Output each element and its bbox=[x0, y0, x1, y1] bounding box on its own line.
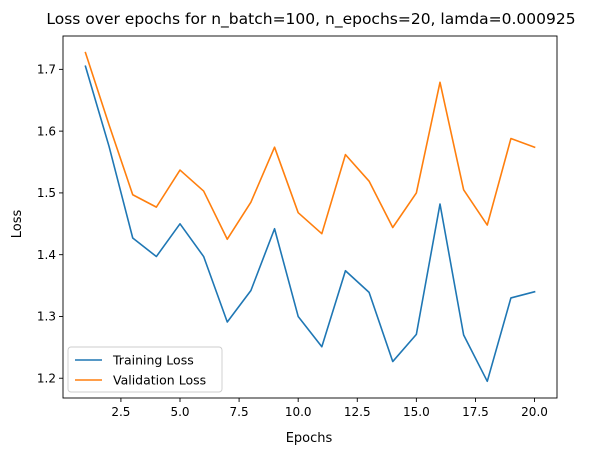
y-tick-label: 1.2 bbox=[37, 371, 56, 385]
x-tick-label: 12.5 bbox=[344, 405, 371, 419]
series-line-training-loss bbox=[84, 65, 536, 383]
x-tick-label: 10.0 bbox=[285, 405, 312, 419]
legend-entry: Validation Loss bbox=[113, 373, 206, 388]
y-tick-label: 1.4 bbox=[37, 248, 56, 262]
x-axis-label: Epochs bbox=[286, 431, 333, 446]
series-line-validation-loss bbox=[84, 51, 536, 241]
x-tick-label: 5.0 bbox=[170, 405, 189, 419]
plot-area: 2.5 5.0 7.5 10.0 12.5 15.0 17.5 20.0 1.2 1.3 1.4 1.… bbox=[37, 35, 558, 419]
y-axis-label: Loss bbox=[10, 210, 25, 239]
chart-title: Loss over epochs for n_batch=100, n_epoc… bbox=[46, 10, 575, 29]
axes-frame bbox=[62, 35, 558, 399]
x-tick-label: 7.5 bbox=[230, 405, 249, 419]
x-tick-label: 2.5 bbox=[111, 405, 130, 419]
legend-entry: Training Loss bbox=[112, 353, 194, 368]
legend bbox=[67, 346, 223, 393]
x-tick-label: 17.5 bbox=[462, 405, 489, 419]
y-tick-label: 1.3 bbox=[37, 310, 56, 324]
x-tick-label: 20.0 bbox=[521, 405, 548, 419]
y-tick-label: 1.6 bbox=[37, 124, 56, 138]
x-tick-label: 15.0 bbox=[403, 405, 430, 419]
y-tick-label: 1.7 bbox=[37, 63, 56, 77]
y-tick-label: 1.5 bbox=[37, 186, 56, 200]
